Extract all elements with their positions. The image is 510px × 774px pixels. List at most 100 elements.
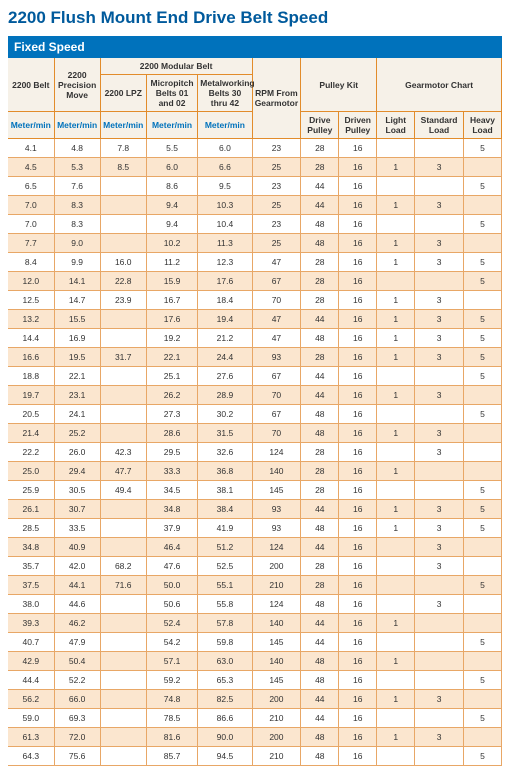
table-cell: 47 xyxy=(252,329,301,348)
table-cell: 6.0 xyxy=(146,158,198,177)
table-cell: 33.5 xyxy=(54,519,100,538)
table-cell xyxy=(415,481,464,500)
table-cell: 21.2 xyxy=(198,329,252,348)
table-row: 25.029.447.733.336.814028161 xyxy=(8,462,502,481)
table-cell: 16 xyxy=(339,215,377,234)
table-cell: 5.3 xyxy=(54,158,100,177)
table-cell: 34.8 xyxy=(8,538,54,557)
table-cell xyxy=(463,462,501,481)
table-cell xyxy=(463,196,501,215)
table-cell: 124 xyxy=(252,595,301,614)
table-cell xyxy=(100,405,146,424)
table-cell: 5 xyxy=(463,348,501,367)
table-row: 22.226.042.329.532.612428163 xyxy=(8,443,502,462)
table-cell xyxy=(415,272,464,291)
table-cell: 48 xyxy=(301,595,339,614)
table-row: 7.79.010.211.325481613 xyxy=(8,234,502,253)
table-cell xyxy=(377,139,415,158)
table-cell: 23 xyxy=(252,139,301,158)
table-cell: 44 xyxy=(301,690,339,709)
table-row: 7.08.39.410.42348165 xyxy=(8,215,502,234)
table-cell: 47 xyxy=(252,253,301,272)
table-cell: 28 xyxy=(301,462,339,481)
table-cell: 61.3 xyxy=(8,728,54,747)
table-cell: 17.6 xyxy=(198,272,252,291)
table-cell: 94.5 xyxy=(198,747,252,766)
table-cell: 50.0 xyxy=(146,576,198,595)
table-cell: 3 xyxy=(415,196,464,215)
table-row: 39.346.252.457.814044161 xyxy=(8,614,502,633)
table-cell: 200 xyxy=(252,690,301,709)
table-cell: 5 xyxy=(463,215,501,234)
table-cell: 28 xyxy=(301,443,339,462)
table-cell: 12.3 xyxy=(198,253,252,272)
table-cell xyxy=(377,367,415,386)
table-cell: 42.0 xyxy=(54,557,100,576)
table-cell: 16 xyxy=(339,652,377,671)
table-cell: 9.5 xyxy=(198,177,252,196)
table-cell: 16.0 xyxy=(100,253,146,272)
table-cell: 1 xyxy=(377,690,415,709)
table-cell: 67 xyxy=(252,272,301,291)
table-row: 19.723.126.228.970441613 xyxy=(8,386,502,405)
table-row: 20.524.127.330.26748165 xyxy=(8,405,502,424)
table-cell: 23.9 xyxy=(100,291,146,310)
table-cell: 34.8 xyxy=(146,500,198,519)
table-cell: 1 xyxy=(377,348,415,367)
table-cell: 50.4 xyxy=(54,652,100,671)
table-cell: 48 xyxy=(301,671,339,690)
table-cell: 7.7 xyxy=(8,234,54,253)
table-cell: 16 xyxy=(339,386,377,405)
belt-speed-table: 2200 Belt2200 Precision Move2200 Modular… xyxy=(8,58,502,766)
table-cell xyxy=(415,177,464,196)
table-cell: 19.7 xyxy=(8,386,54,405)
table-cell: 47.6 xyxy=(146,557,198,576)
table-cell xyxy=(377,557,415,576)
table-cell: 47 xyxy=(252,310,301,329)
table-row: 40.747.954.259.814544165 xyxy=(8,633,502,652)
group-header-row-1: 2200 Belt2200 Precision Move2200 Modular… xyxy=(8,58,502,75)
table-cell: 68.2 xyxy=(100,557,146,576)
table-cell: 22.2 xyxy=(8,443,54,462)
table-cell: 3 xyxy=(415,690,464,709)
table-row: 18.822.125.127.66744165 xyxy=(8,367,502,386)
table-cell xyxy=(377,747,415,766)
table-cell: 28 xyxy=(301,348,339,367)
table-cell xyxy=(100,519,146,538)
table-cell: 210 xyxy=(252,576,301,595)
table-cell: 5.5 xyxy=(146,139,198,158)
table-cell: 1 xyxy=(377,196,415,215)
table-cell: 59.0 xyxy=(8,709,54,728)
table-cell: 28 xyxy=(301,291,339,310)
table-cell: 3 xyxy=(415,386,464,405)
table-cell xyxy=(415,614,464,633)
table-cell: 55.1 xyxy=(198,576,252,595)
table-cell: 28 xyxy=(301,557,339,576)
unit-header-cell: Meter/min xyxy=(8,112,54,139)
table-row: 38.044.650.655.812448163 xyxy=(8,595,502,614)
table-cell: 37.9 xyxy=(146,519,198,538)
table-cell: 25.9 xyxy=(8,481,54,500)
table-cell: 44 xyxy=(301,196,339,215)
table-cell xyxy=(100,652,146,671)
table-cell xyxy=(377,538,415,557)
table-cell: 8.5 xyxy=(100,158,146,177)
table-cell: 3 xyxy=(415,443,464,462)
table-cell xyxy=(415,139,464,158)
unit-header-cell: Meter/min xyxy=(54,112,100,139)
table-cell: 1 xyxy=(377,386,415,405)
table-cell: 7.6 xyxy=(54,177,100,196)
table-cell: 7.8 xyxy=(100,139,146,158)
table-cell: 44.6 xyxy=(54,595,100,614)
table-cell: 59.2 xyxy=(146,671,198,690)
table-cell: 3 xyxy=(415,519,464,538)
table-cell: 16 xyxy=(339,576,377,595)
table-cell: 4.5 xyxy=(8,158,54,177)
table-row: 28.533.537.941.9934816135 xyxy=(8,519,502,538)
table-cell: 16 xyxy=(339,139,377,158)
table-cell: 74.8 xyxy=(146,690,198,709)
table-cell: 67 xyxy=(252,367,301,386)
table-cell: 78.5 xyxy=(146,709,198,728)
table-cell: 12.5 xyxy=(8,291,54,310)
table-cell: 30.7 xyxy=(54,500,100,519)
